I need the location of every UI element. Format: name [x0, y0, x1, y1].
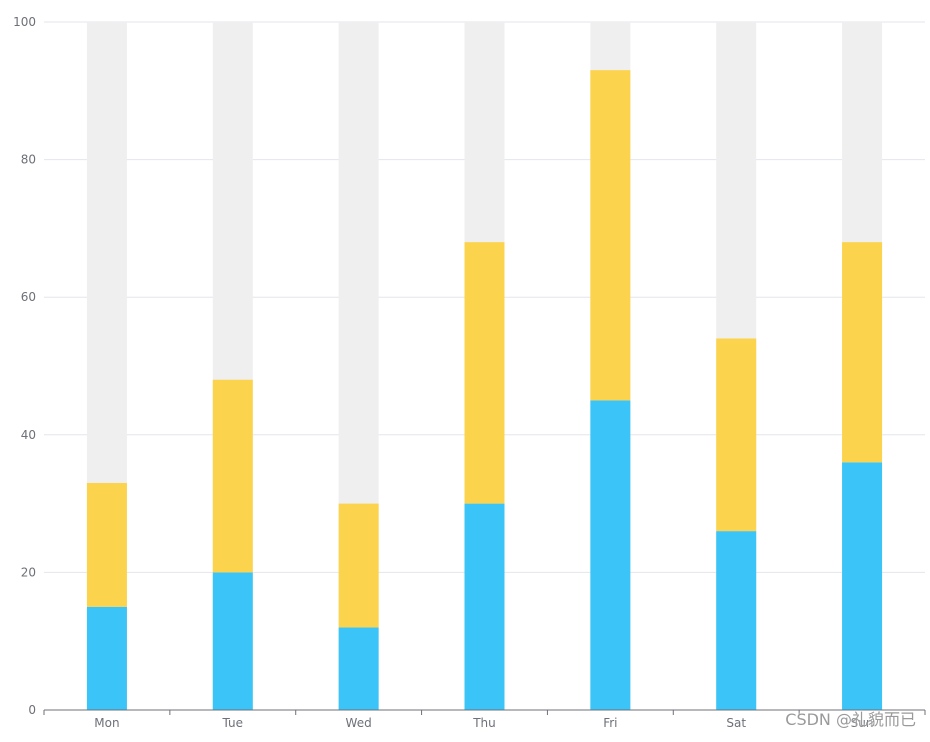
bar-segment [464, 503, 505, 710]
watermark: CSDN @礼貌而已 [785, 710, 916, 729]
y-tick-label: 40 [21, 428, 36, 442]
y-tick-label: 20 [21, 565, 36, 579]
bar-segment [86, 482, 127, 607]
bar-segment [212, 379, 253, 573]
x-tick-label: Mon [94, 716, 119, 730]
bar-segment [212, 572, 253, 710]
y-tick-label: 0 [28, 703, 36, 717]
x-tick-label: Thu [472, 716, 496, 730]
x-tick-label: Tue [222, 716, 244, 730]
x-tick-label: Fri [603, 716, 617, 730]
bar-segment [86, 606, 127, 710]
bar-segment [842, 242, 883, 463]
y-tick-label: 80 [21, 153, 36, 167]
y-tick-label: 100 [13, 15, 36, 29]
bar-segment [464, 242, 505, 504]
x-tick-label: Sun [851, 716, 874, 730]
bar-segment [842, 462, 883, 710]
bar-segment [338, 627, 379, 710]
bar-segment [338, 503, 379, 628]
bar-segment [716, 338, 757, 532]
bar-segment [590, 400, 631, 710]
x-tick-label: Sat [726, 716, 746, 730]
bar-segment [590, 70, 631, 401]
x-tick-label: Wed [346, 716, 372, 730]
y-tick-label: 60 [21, 290, 36, 304]
bar-segment [716, 531, 757, 710]
